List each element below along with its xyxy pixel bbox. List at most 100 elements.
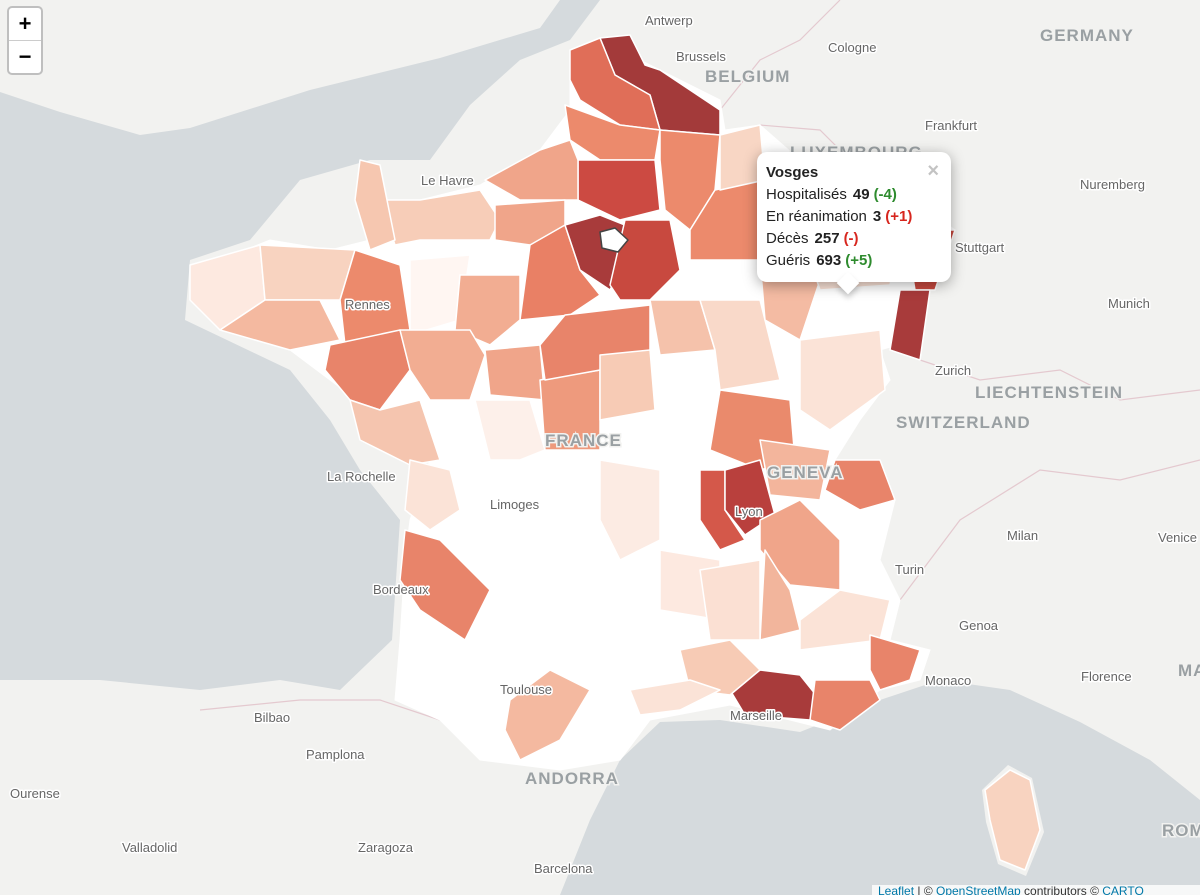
city-label: Brussels — [676, 49, 726, 64]
popup-title: Vosges — [766, 164, 819, 181]
department[interactable] — [809, 679, 881, 731]
row-value: 693 — [816, 252, 842, 269]
country-label: FRANCE — [545, 431, 622, 450]
country-label: ROM — [1162, 821, 1200, 840]
popup-row: Hospitalisés 49 (-4) — [766, 184, 941, 206]
city-label: Le Havre — [421, 173, 474, 188]
department[interactable] — [599, 349, 656, 421]
department[interactable] — [484, 344, 546, 401]
row-label: Guéris — [766, 252, 811, 269]
zoom-out-button[interactable]: − — [9, 40, 41, 73]
city-label: Nuremberg — [1080, 177, 1145, 192]
department[interactable] — [354, 159, 396, 251]
row-value: 257 — [814, 230, 840, 247]
department[interactable] — [599, 227, 629, 253]
city-label: Toulouse — [500, 682, 552, 697]
row-label: En réanimation — [766, 208, 867, 225]
city-label: Bordeaux — [373, 582, 429, 597]
city-label: Pamplona — [306, 747, 365, 762]
department[interactable] — [219, 299, 341, 351]
department[interactable] — [404, 459, 461, 531]
city-label: Genoa — [959, 618, 999, 633]
department[interactable] — [399, 329, 486, 401]
department[interactable] — [889, 289, 931, 361]
zoom-control: + − — [7, 6, 43, 75]
department[interactable] — [399, 529, 491, 641]
country-label: SWITZERLAND — [896, 413, 1031, 432]
department[interactable] — [474, 399, 546, 461]
department[interactable] — [629, 679, 721, 716]
department[interactable] — [824, 459, 896, 511]
city-label: Zurich — [935, 363, 971, 378]
popup-close[interactable]: × — [927, 160, 939, 182]
department[interactable] — [504, 669, 591, 761]
attribution-text: | © — [914, 885, 936, 895]
city-label: Ourense — [10, 786, 60, 801]
country-label: ANDORRA — [525, 769, 619, 788]
city-label: Rennes — [345, 297, 390, 312]
city-label: Antwerp — [645, 13, 693, 28]
city-label: Munich — [1108, 296, 1150, 311]
row-change: (-4) — [873, 186, 897, 203]
department[interactable] — [484, 139, 579, 201]
city-label: Zaragoza — [358, 840, 414, 855]
department[interactable] — [799, 589, 891, 651]
city-label: Frankfurt — [925, 118, 977, 133]
city-label: La Rochelle — [327, 469, 396, 484]
country-label: GERMANY — [1040, 26, 1134, 45]
border — [199, 699, 441, 721]
city-label: Valladolid — [122, 840, 177, 855]
attribution-link[interactable]: OpenStreetMap — [936, 885, 1021, 895]
border — [899, 459, 1200, 601]
departments — [189, 34, 1041, 871]
city-label: Turin — [895, 562, 924, 577]
attribution-link[interactable]: CARTO — [1102, 885, 1144, 895]
country-label: GENEVA — [767, 463, 844, 482]
popup: × Vosges Hospitalisés 49 (-4) En réanimati… — [757, 152, 951, 295]
department[interactable] — [699, 559, 761, 641]
row-value: 3 — [872, 208, 882, 225]
popup-row: Décès 257 (-) — [766, 228, 941, 250]
department[interactable] — [454, 274, 521, 346]
city-label: Lyon — [735, 504, 763, 519]
department[interactable] — [349, 399, 441, 466]
department[interactable] — [869, 634, 921, 691]
country-label: LIECHTENSTEIN — [975, 383, 1123, 402]
zoom-in-button[interactable]: + — [18, 11, 32, 36]
popup-row: Guéris 693 (+5) — [766, 250, 941, 272]
city-label: Limoges — [490, 497, 540, 512]
row-change: (+5) — [845, 252, 873, 269]
department[interactable] — [599, 459, 661, 561]
city-label: Monaco — [925, 673, 971, 688]
attribution: Leaflet | © OpenStreetMap contributors ©… — [872, 885, 1200, 895]
border — [719, 0, 841, 111]
city-label: Bilbao — [254, 710, 290, 725]
attribution-text: contributors © — [1020, 885, 1103, 895]
city-label: Venice — [1158, 530, 1197, 545]
border — [919, 359, 1200, 401]
department[interactable] — [259, 244, 356, 301]
city-label: Cologne — [828, 40, 876, 55]
department[interactable] — [759, 439, 831, 501]
atlantic — [0, 0, 600, 690]
row-change: (-) — [843, 230, 859, 247]
department[interactable] — [799, 329, 886, 431]
city-label: Barcelona — [534, 861, 593, 876]
country-label: BELGIUM — [705, 67, 790, 86]
city-label: Marseille — [730, 708, 782, 723]
department[interactable] — [699, 299, 781, 391]
popup-row: En réanimation 3 (+1) — [766, 206, 941, 228]
row-value: 49 — [852, 186, 870, 203]
country-label: MA — [1178, 661, 1200, 680]
row-label: Décès — [766, 230, 809, 247]
city-label: Stuttgart — [955, 240, 1005, 255]
city-label: Florence — [1081, 669, 1132, 684]
city-label: Milan — [1007, 528, 1038, 543]
attribution-link[interactable]: Leaflet — [878, 885, 915, 895]
england — [0, 0, 560, 135]
row-change: (+1) — [885, 208, 913, 225]
row-label: Hospitalisés — [766, 186, 847, 203]
department[interactable] — [984, 769, 1041, 871]
